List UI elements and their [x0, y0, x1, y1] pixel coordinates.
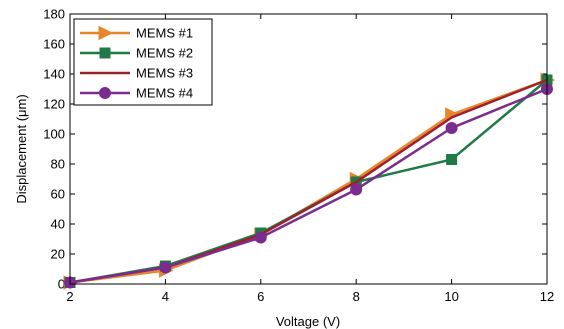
series-layer [63, 72, 556, 290]
data-point [445, 122, 458, 134]
legend-label: MEMS #4 [136, 86, 193, 101]
y-tick-label: 60 [51, 187, 65, 202]
y-tick-label: 180 [43, 7, 65, 22]
plot-frame [69, 13, 548, 285]
legend-item: MEMS #2 [80, 46, 193, 61]
y-tick-label: 0 [58, 277, 65, 292]
x-tick-label: 4 [162, 289, 169, 304]
legend-label: MEMS #2 [136, 46, 193, 61]
x-tick-label: 12 [540, 289, 554, 304]
x-tick-label: 6 [257, 289, 264, 304]
series-line [69, 78, 548, 284]
legend-marker [99, 87, 111, 99]
y-axis-title: Displacement (μm) [14, 94, 29, 203]
series-line [69, 79, 548, 284]
y-tick-label: 120 [43, 97, 65, 112]
x-axis-title: Voltage (V) [276, 314, 340, 329]
x-tick-label: 10 [444, 289, 458, 304]
legend-item: MEMS #3 [80, 66, 193, 81]
y-tick-label: 140 [43, 67, 65, 82]
legend-label: MEMS #1 [136, 26, 193, 41]
legend: MEMS #1 MEMS #2 MEMS #3 MEMS #4 [73, 18, 213, 106]
data-point [350, 183, 363, 196]
legend-label: MEMS #3 [136, 66, 193, 81]
data-point [159, 261, 172, 274]
y-tick-label: 20 [51, 247, 65, 262]
x-tick-label: 2 [66, 289, 73, 304]
y-tick-label: 80 [51, 157, 65, 172]
data-point [254, 231, 267, 244]
series-line [69, 87, 548, 284]
data-point [446, 154, 458, 165]
legend-item: MEMS #4 [80, 86, 193, 101]
y-tick-label: 160 [43, 37, 65, 52]
y-tick-label: 100 [43, 127, 65, 142]
legend-marker [98, 25, 114, 41]
series-4 [64, 83, 553, 289]
legend-item: MEMS #1 [80, 26, 193, 41]
x-tick-label: 8 [353, 289, 360, 304]
series-line [69, 78, 548, 284]
y-tick-label: 40 [51, 217, 65, 232]
legend-marker [99, 47, 111, 59]
series-3 [69, 78, 548, 284]
